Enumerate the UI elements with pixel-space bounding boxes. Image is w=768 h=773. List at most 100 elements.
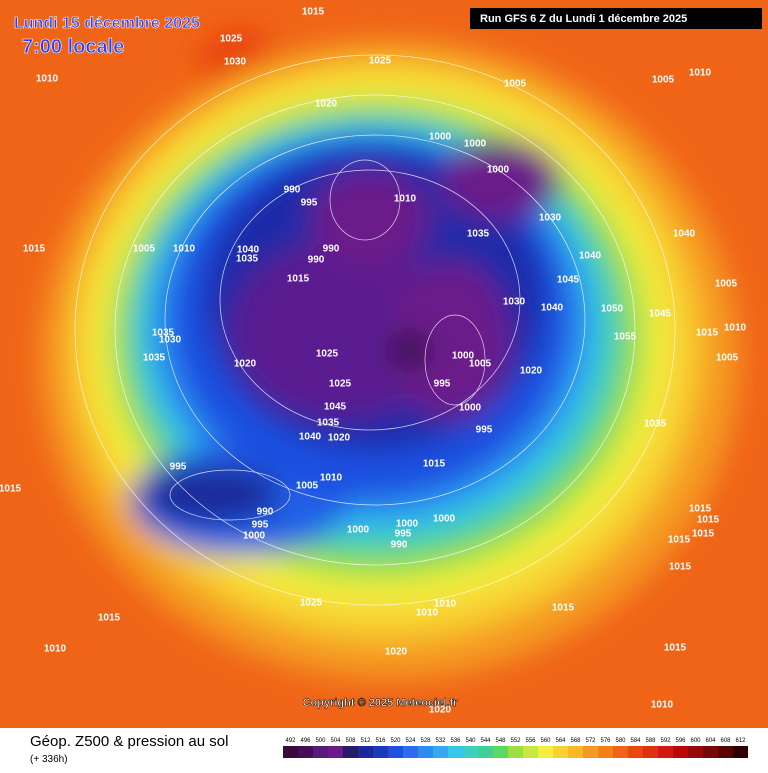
pressure-label: 1040	[579, 251, 602, 262]
pressure-label: 1010	[36, 74, 59, 85]
pressure-label: 1020	[328, 433, 351, 444]
pressure-label: 1005	[296, 481, 319, 492]
scale-label: 552	[510, 738, 521, 744]
scale-label: 580	[615, 738, 626, 744]
pressure-label: 1015	[23, 244, 46, 255]
scale-label: 576	[600, 738, 611, 744]
pressure-label: 1030	[159, 335, 182, 346]
pressure-label: 1010	[173, 244, 196, 255]
pressure-label: 1000	[487, 165, 510, 176]
scale-swatch	[553, 746, 568, 758]
pressure-label: 1040	[237, 245, 260, 256]
pressure-label: 1005	[469, 359, 492, 370]
pressure-label: 995	[434, 379, 451, 390]
scale-swatch	[628, 746, 643, 758]
pressure-label: 995	[170, 462, 187, 473]
scale-label: 496	[300, 738, 311, 744]
scale-swatch	[703, 746, 718, 758]
pressure-label: 1015	[669, 562, 692, 573]
scale-swatch	[388, 746, 403, 758]
pressure-label: 1000	[452, 351, 475, 362]
scale-swatch	[358, 746, 373, 758]
pressure-label: 1050	[601, 304, 624, 315]
scale-label: 532	[435, 738, 446, 744]
pressure-label: 1055	[614, 332, 637, 343]
pressure-label: 1015	[697, 515, 720, 526]
scale-swatch	[523, 746, 538, 758]
pressure-label: 1025	[300, 598, 323, 609]
pressure-label: 1025	[369, 56, 392, 67]
pressure-label: 1000	[243, 531, 266, 542]
scale-label: 608	[720, 738, 731, 744]
lead-time: (+ 336h)	[30, 754, 68, 765]
scale-swatch	[673, 746, 688, 758]
scale-label: 600	[690, 738, 701, 744]
copyright: Copyright © 2025 Meteociel.fr	[303, 697, 459, 709]
scale-swatch	[583, 746, 598, 758]
scale-label: 524	[405, 738, 416, 744]
pressure-label: 1000	[429, 132, 452, 143]
scale-label: 504	[330, 738, 341, 744]
pressure-label: 1000	[459, 403, 482, 414]
pressure-label: 1010	[416, 608, 439, 619]
pressure-label: 1015	[552, 603, 575, 614]
pressure-label: 995	[476, 425, 493, 436]
scale-label: 612	[735, 738, 746, 744]
scale-swatch	[328, 746, 343, 758]
pressure-label: 1015	[692, 529, 715, 540]
scale-label: 512	[360, 738, 371, 744]
map	[0, 0, 768, 728]
pressure-label: 995	[395, 529, 412, 540]
pressure-label: 1035	[152, 328, 175, 339]
pressure-label: 990	[308, 255, 325, 266]
footer-title: Géop. Z500 & pression au sol	[30, 733, 228, 750]
pressure-label: 990	[391, 540, 408, 551]
pressure-label: 1005	[652, 75, 675, 86]
scale-label: 548	[495, 738, 506, 744]
scale-swatch	[568, 746, 583, 758]
scale-swatch	[538, 746, 553, 758]
map-time: 7:00 locale	[22, 36, 124, 58]
pressure-label: 1020	[234, 359, 257, 370]
scale-label: 544	[480, 738, 491, 744]
scale-label: 568	[570, 738, 581, 744]
scale-swatch	[643, 746, 658, 758]
pressure-label: 1010	[724, 323, 747, 334]
pressure-label: 1010	[689, 68, 712, 79]
pressure-label: 1035	[644, 419, 667, 430]
pressure-label: 1015	[302, 7, 325, 18]
pressure-label: 1030	[539, 213, 562, 224]
scale-swatch	[448, 746, 463, 758]
scale-label: 588	[645, 738, 656, 744]
scale-label: 492	[285, 738, 296, 744]
pressure-label: 1015	[287, 274, 310, 285]
pressure-label: 1020	[385, 647, 408, 658]
scale-swatch	[598, 746, 613, 758]
pressure-label: 1020	[429, 705, 452, 716]
scale-label: 520	[390, 738, 401, 744]
scale-swatch	[718, 746, 733, 758]
pressure-label: 1005	[716, 353, 739, 364]
pressure-label: 1035	[236, 254, 259, 265]
pressure-label: 1010	[434, 599, 457, 610]
scale-label: 560	[540, 738, 551, 744]
scale-label: 592	[660, 738, 671, 744]
pressure-label: 1015	[664, 643, 687, 654]
pressure-label: 1025	[316, 349, 339, 360]
scale-swatch	[733, 746, 748, 758]
scale-label: 500	[315, 738, 326, 744]
pressure-label: 1000	[347, 525, 370, 536]
scale-swatch	[343, 746, 358, 758]
run-info: Run GFS 6 Z du Lundi 1 décembre 2025	[480, 13, 687, 25]
pressure-label: 990	[323, 244, 340, 255]
pressure-label: 1040	[673, 229, 696, 240]
pressure-label: 1035	[317, 418, 340, 429]
pressure-label: 1010	[44, 644, 67, 655]
pressure-label: 1030	[224, 57, 247, 68]
pressure-label: 1030	[503, 297, 526, 308]
pressure-label: 1035	[143, 353, 166, 364]
scale-label: 528	[420, 738, 431, 744]
scale-swatch	[658, 746, 673, 758]
scale-label: 508	[345, 738, 356, 744]
